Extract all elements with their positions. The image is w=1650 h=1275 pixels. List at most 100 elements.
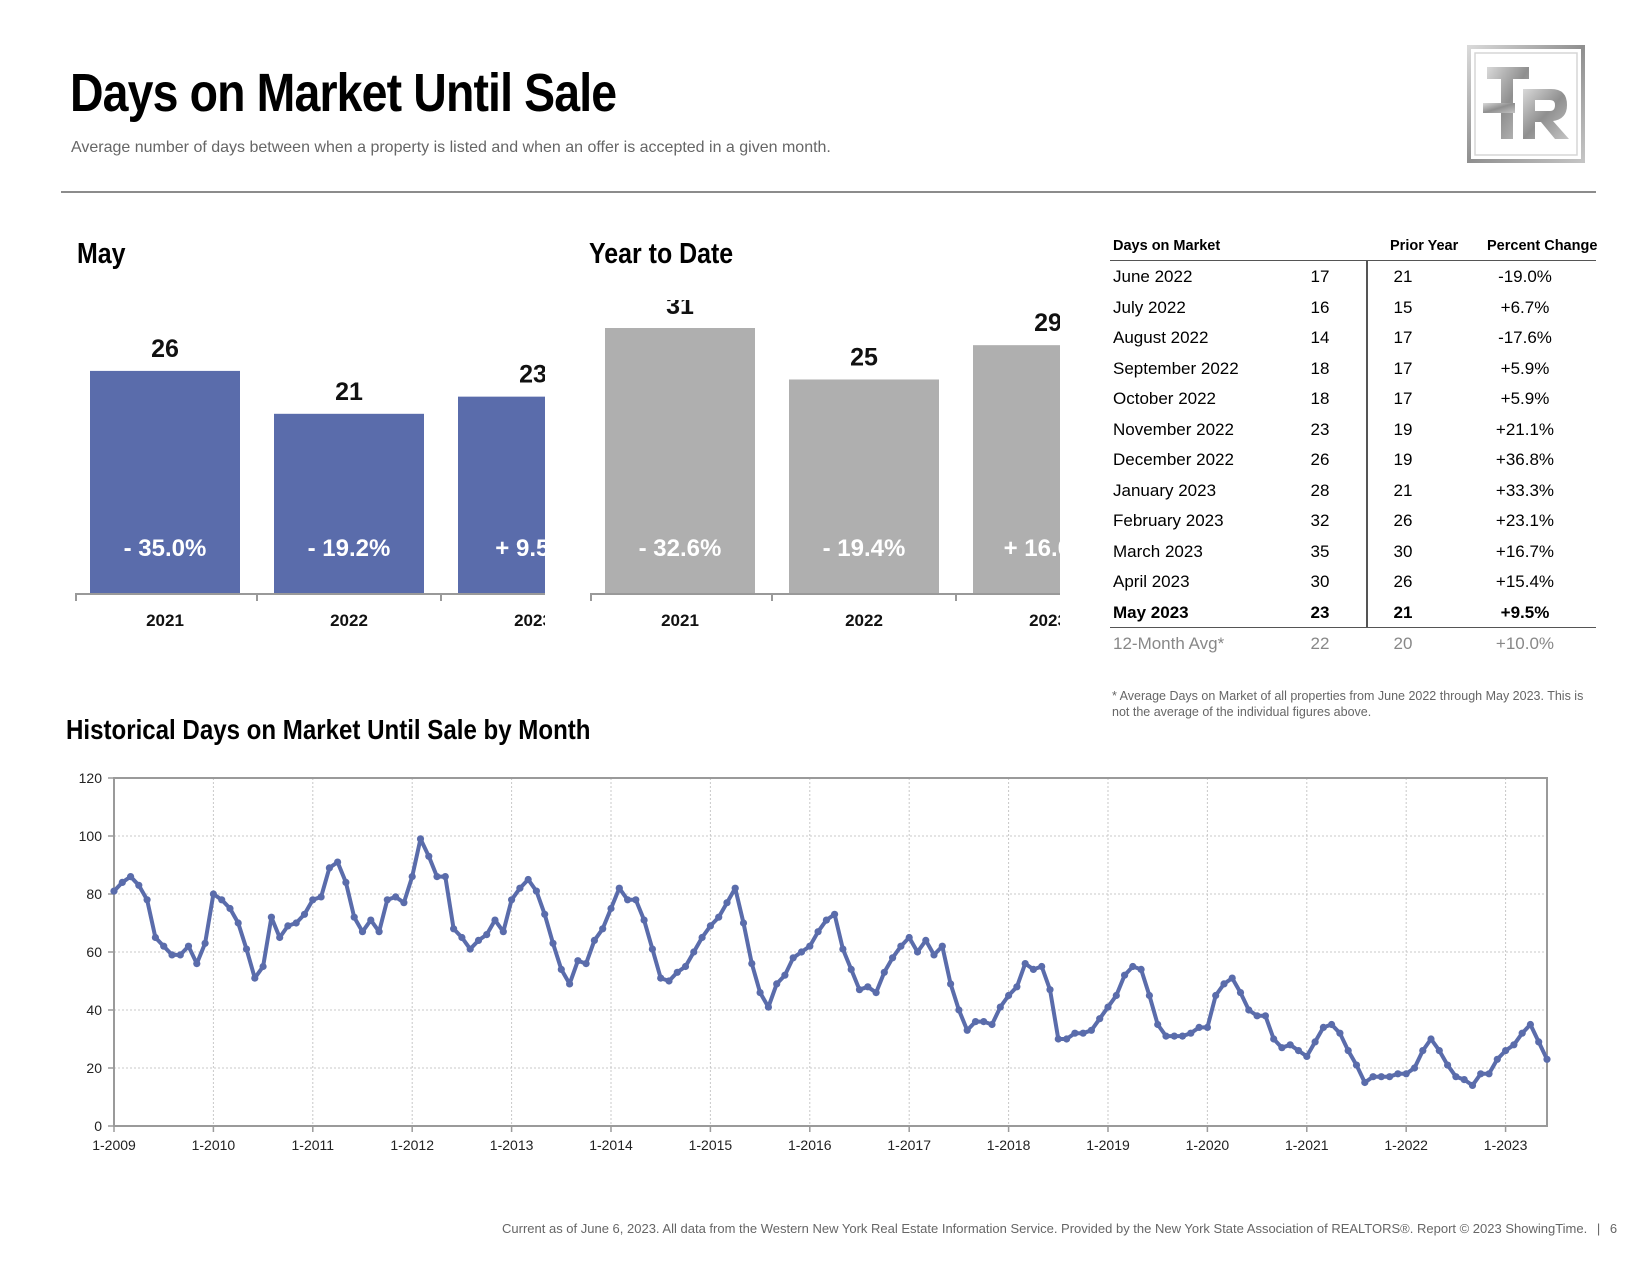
data-point (226, 904, 234, 913)
data-point (1535, 1038, 1543, 1046)
x-tick-label: 1-2019 (1086, 1137, 1130, 1153)
data-point (408, 873, 416, 881)
data-point (276, 933, 284, 942)
data-point (632, 896, 640, 904)
data-point (748, 960, 756, 968)
may-bar-chart: 26 - 35.0% 2021 21 - 19.2% 2022 23 + 9.5% 2023 (75, 335, 545, 630)
bar (458, 396, 545, 594)
data-point (723, 899, 731, 907)
bar (274, 413, 424, 594)
data-point (789, 954, 797, 962)
data-point (715, 913, 723, 921)
data-point (566, 980, 574, 988)
data-point (599, 925, 607, 933)
x-tick-label: 2021 (661, 611, 699, 630)
data-point (541, 910, 549, 918)
data-point (955, 1006, 963, 1014)
row-month: September 2022 (1113, 358, 1239, 378)
bar (789, 379, 939, 594)
data-point (508, 896, 516, 904)
x-tick-label: 1-2017 (887, 1137, 931, 1153)
row-month: April 2023 (1113, 572, 1190, 591)
data-point (483, 931, 491, 939)
row-month: March 2023 (1113, 541, 1203, 561)
data-point (1212, 991, 1220, 1000)
data-point (1261, 1012, 1269, 1020)
header-days-on-market: Days on Market (1113, 238, 1221, 254)
data-point (806, 942, 814, 950)
row-current: 23 (1310, 602, 1330, 622)
data-point (831, 910, 839, 918)
data-point (491, 916, 499, 924)
data-point (1220, 980, 1228, 988)
data-point (334, 858, 342, 866)
data-point (822, 916, 831, 924)
data-point (665, 977, 673, 985)
data-point (1311, 1038, 1319, 1046)
data-point (1502, 1047, 1510, 1055)
data-point (996, 1003, 1004, 1011)
data-point (1493, 1055, 1501, 1063)
data-point (582, 960, 590, 968)
data-point (1087, 1026, 1095, 1034)
data-point (624, 896, 632, 904)
data-point (209, 890, 217, 898)
data-point (1013, 983, 1021, 991)
x-tick-label: 1-2011 (292, 1137, 335, 1153)
data-point (251, 974, 259, 982)
data-point (151, 933, 159, 942)
may-panel-title: May (77, 238, 126, 270)
data-point (416, 835, 425, 843)
data-point (1435, 1047, 1443, 1055)
table-column-divider (1366, 261, 1368, 627)
data-point (673, 968, 681, 976)
data-point (938, 942, 946, 950)
data-point (1054, 1035, 1062, 1043)
data-point (242, 945, 251, 953)
days-on-market-table: Days on Market Prior Year Percent Change… (1110, 234, 1597, 659)
data-point (1046, 986, 1054, 994)
data-point (988, 1020, 996, 1029)
data-point (781, 971, 789, 979)
table-row: May 2023 23 21 +9.5% (1110, 597, 1596, 628)
table-row: November 2022 23 19 +21.1% (1110, 414, 1596, 445)
row-prior: 17 (1393, 389, 1413, 408)
data-point (168, 951, 176, 959)
x-tick-label: 1-2018 (987, 1137, 1031, 1153)
data-point (905, 933, 913, 942)
data-point (1245, 1006, 1253, 1014)
data-point (325, 864, 333, 872)
avg-percent-change: +10.0% (1495, 634, 1555, 653)
row-month: February 2023 (1113, 511, 1224, 530)
row-prior: 26 (1393, 511, 1413, 530)
y-tick-label: 100 (79, 828, 103, 844)
data-point (1361, 1078, 1369, 1087)
data-point (855, 986, 864, 994)
data-point (1402, 1070, 1410, 1078)
data-point (1005, 991, 1013, 1000)
table-row: December 2022 26 19 +36.8% (1110, 444, 1596, 475)
data-point (1195, 1023, 1203, 1031)
x-tick-label: 2022 (845, 611, 883, 630)
row-current: 17 (1310, 267, 1330, 286)
data-point (1352, 1061, 1361, 1069)
data-point (1038, 962, 1046, 971)
data-point (201, 939, 209, 947)
data-point (1270, 1035, 1278, 1043)
data-point (1294, 1047, 1303, 1055)
data-point (1145, 991, 1153, 1000)
row-month: July 2022 (1113, 297, 1186, 317)
data-point (574, 957, 582, 965)
data-point (1071, 1029, 1079, 1037)
data-point (1129, 962, 1137, 971)
row-percent-change: +9.5% (1500, 602, 1550, 622)
data-point (1021, 960, 1029, 968)
data-point (267, 913, 275, 921)
bar-value-label: 31 (666, 300, 694, 320)
data-point (690, 948, 698, 956)
avg-label: 12-Month Avg* (1113, 634, 1225, 653)
data-point (615, 884, 623, 892)
historical-line-chart: 0 20 40 60 80 100 120 1-2009 1-2010 1-2011 1-2012 1… (79, 770, 1551, 1153)
data-point (1162, 1032, 1170, 1040)
data-point (1468, 1081, 1477, 1089)
